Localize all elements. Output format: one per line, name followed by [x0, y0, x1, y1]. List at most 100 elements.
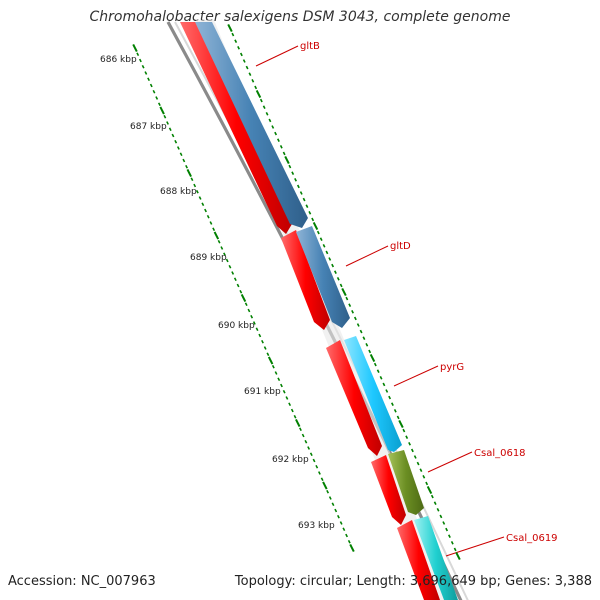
- minor-tick: [356, 323, 360, 327]
- minor-tick: [296, 184, 300, 189]
- minor-tick: [234, 39, 238, 43]
- minor-tick: [261, 339, 264, 344]
- minor-tick: [141, 64, 145, 69]
- minor-tick: [342, 527, 346, 532]
- minor-tick: [217, 239, 221, 244]
- tick-label: 693 kbp: [298, 521, 335, 531]
- minor-tick: [251, 79, 255, 83]
- minor-tick: [322, 244, 326, 248]
- minor-tick: [348, 303, 352, 307]
- minor-tick: [138, 58, 142, 63]
- major-tick: [284, 155, 290, 165]
- minor-tick: [299, 427, 302, 432]
- tick-label: 692 kbp: [272, 455, 309, 465]
- gene-arrow: [371, 455, 406, 525]
- minor-tick: [259, 98, 263, 103]
- minor-tick: [318, 471, 321, 475]
- minor-tick: [136, 52, 140, 57]
- major-tick: [132, 43, 138, 53]
- major-tick: [349, 543, 355, 553]
- minor-tick: [152, 89, 156, 94]
- minor-tick: [325, 250, 329, 255]
- minor-tick: [182, 158, 186, 163]
- minor-tick: [402, 428, 406, 433]
- minor-tick: [231, 271, 235, 275]
- minor-tick: [328, 496, 332, 500]
- minor-tick: [274, 131, 278, 136]
- minor-tick: [351, 310, 354, 314]
- minor-tick: [195, 189, 199, 194]
- minor-tick: [336, 277, 340, 281]
- minor-tick: [274, 371, 278, 375]
- gene-label-gltB: gltB: [300, 41, 320, 52]
- minor-tick: [308, 211, 312, 215]
- minor-tick: [326, 489, 330, 494]
- gene-Csal_0619-arrow: [414, 516, 458, 600]
- minor-tick: [271, 364, 275, 369]
- minor-tick: [388, 395, 392, 400]
- major-tick: [426, 485, 433, 495]
- minor-tick: [247, 308, 251, 313]
- tick-label: 686 kbp: [100, 55, 137, 65]
- map-title: Chromohalobacter salexigens DSM 3043, co…: [89, 9, 511, 25]
- gene-gltD-arrow: [296, 226, 350, 328]
- genome-summary: Topology: circular; Length: 3,696,649 bp…: [234, 574, 592, 589]
- minor-tick: [416, 461, 420, 466]
- minor-tick: [185, 164, 188, 169]
- major-tick: [312, 221, 319, 231]
- minor-tick: [337, 514, 340, 519]
- minor-tick: [209, 221, 213, 225]
- leader-gltD: [345, 245, 389, 267]
- minor-tick: [393, 409, 397, 413]
- minor-tick: [220, 246, 224, 250]
- minor-tick: [252, 321, 256, 325]
- minor-tick: [282, 151, 286, 156]
- minor-tick: [301, 433, 305, 438]
- gene-label-pyrG: pyrG: [440, 362, 464, 373]
- minor-tick: [166, 121, 169, 125]
- minor-tick: [368, 349, 372, 354]
- minor-tick: [157, 102, 161, 107]
- major-tick: [227, 23, 233, 33]
- minor-tick: [430, 494, 434, 499]
- minor-tick: [307, 446, 311, 450]
- minor-tick: [239, 289, 243, 294]
- gene-pyrG-arrow: [344, 336, 402, 452]
- major-tick: [455, 551, 461, 561]
- leader-pyrG: [393, 365, 439, 387]
- minor-tick: [379, 376, 383, 380]
- tick-label: 688 kbp: [160, 187, 197, 197]
- minor-tick: [288, 402, 292, 407]
- minor-tick: [436, 508, 440, 512]
- minor-tick: [250, 314, 254, 319]
- minor-tick: [176, 146, 180, 150]
- major-tick: [267, 356, 274, 365]
- gene-arrow: [180, 22, 292, 234]
- minor-tick: [305, 204, 309, 208]
- minor-tick: [439, 514, 443, 519]
- minor-tick: [144, 71, 148, 75]
- minor-tick: [339, 521, 343, 525]
- minor-tick: [362, 336, 366, 340]
- minor-tick: [190, 177, 194, 182]
- minor-tick: [453, 547, 457, 552]
- minor-tick: [263, 346, 267, 350]
- minor-tick: [347, 539, 351, 544]
- minor-tick: [405, 435, 409, 439]
- gene-leaders: [255, 45, 505, 557]
- leader-Csal_0619: [445, 536, 505, 557]
- minor-tick: [304, 439, 308, 444]
- minor-tick: [265, 112, 269, 116]
- minor-tick: [291, 171, 295, 175]
- tick-label: 691 kbp: [244, 387, 281, 397]
- gene-arrow: [397, 520, 440, 600]
- minor-tick: [268, 118, 272, 123]
- minor-tick: [254, 85, 258, 90]
- minor-tick: [320, 477, 324, 482]
- minor-tick: [171, 133, 175, 138]
- gene-label-Csal_0618: Csal_0618: [474, 448, 526, 459]
- minor-tick: [334, 270, 337, 274]
- minor-tick: [198, 196, 202, 200]
- minor-tick: [206, 214, 210, 219]
